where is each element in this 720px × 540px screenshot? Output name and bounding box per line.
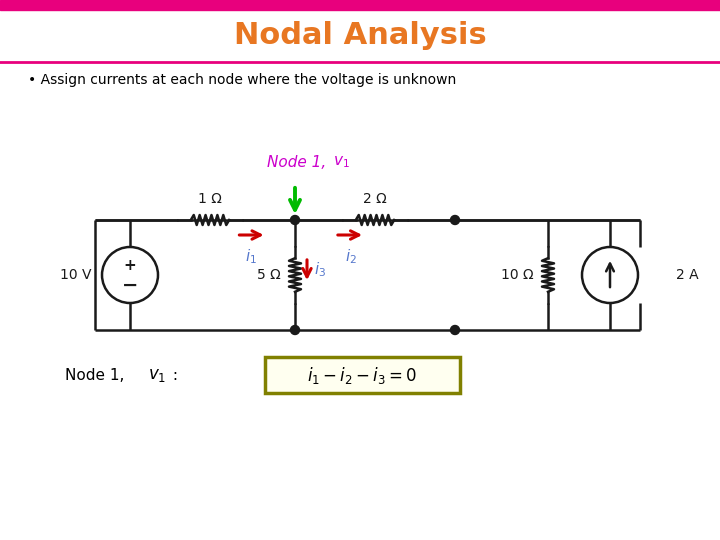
Text: 10 V: 10 V — [60, 268, 92, 282]
Circle shape — [451, 326, 459, 334]
Bar — [0, 0, 720, 10]
Text: +: + — [124, 258, 136, 273]
Text: $i_1 - i_2 - i_3 = 0$: $i_1 - i_2 - i_3 = 0$ — [307, 364, 418, 386]
Circle shape — [290, 215, 300, 225]
Text: 1 Ω: 1 Ω — [198, 192, 222, 206]
FancyBboxPatch shape — [265, 357, 460, 393]
Text: • Assign currents at each node where the voltage is unknown: • Assign currents at each node where the… — [28, 73, 456, 87]
Text: Node 1,: Node 1, — [65, 368, 130, 382]
Text: :: : — [168, 368, 178, 382]
Text: $v_1$: $v_1$ — [148, 366, 166, 384]
Text: −: − — [122, 275, 138, 294]
Text: 2 A: 2 A — [676, 268, 698, 282]
Text: 2 Ω: 2 Ω — [363, 192, 387, 206]
Text: Node 1,: Node 1, — [267, 155, 327, 170]
Text: 5 Ω: 5 Ω — [257, 268, 281, 282]
Circle shape — [451, 215, 459, 225]
Text: $v_1$: $v_1$ — [333, 154, 350, 170]
Text: $i_3$: $i_3$ — [314, 261, 326, 279]
Circle shape — [290, 326, 300, 334]
Text: Nodal Analysis: Nodal Analysis — [233, 21, 487, 50]
Text: $i_1$: $i_1$ — [245, 247, 256, 266]
Text: $i_2$: $i_2$ — [345, 247, 357, 266]
Text: 10 Ω: 10 Ω — [501, 268, 534, 282]
